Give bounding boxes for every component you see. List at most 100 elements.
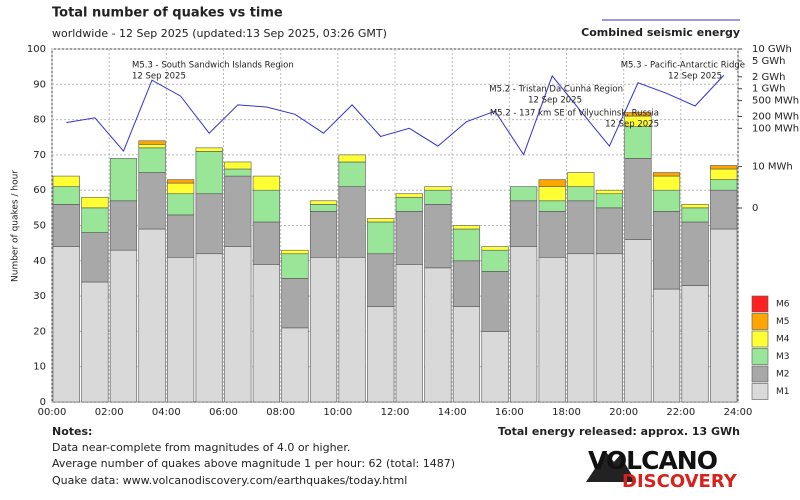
bar-segment xyxy=(252,175,280,191)
bar-segment xyxy=(309,200,338,205)
y-tick-label: 30 xyxy=(33,291,46,302)
bar-segment xyxy=(624,239,652,403)
bar-segment xyxy=(281,327,309,403)
bar-segment xyxy=(481,246,509,251)
bar-segment xyxy=(452,225,481,230)
bar-segment xyxy=(109,200,138,251)
bar-segment xyxy=(367,306,395,403)
y-tick-label: 60 xyxy=(33,185,46,196)
y-tick-label: 0 xyxy=(40,397,46,408)
x-tick-label: 10:00 xyxy=(323,407,352,418)
bar-segment xyxy=(167,256,195,403)
logo-text: VOLCANO xyxy=(588,446,717,475)
bar-segment xyxy=(624,112,652,117)
bar-segment xyxy=(567,186,595,202)
bar-segment xyxy=(167,179,195,184)
bar-segment xyxy=(452,228,481,262)
y-tick-label: 70 xyxy=(33,150,46,161)
total-energy: Total energy released: approx. 13 GWh xyxy=(498,425,740,438)
bar-segment xyxy=(252,189,280,223)
x-tick-label: 16:00 xyxy=(495,407,524,418)
bar-segment xyxy=(567,200,595,255)
bar-segment xyxy=(138,172,166,230)
bar-segment xyxy=(424,204,452,269)
bar-segment xyxy=(624,158,652,240)
bar-segment xyxy=(567,172,595,187)
bar-segment xyxy=(595,193,623,209)
bar-segment xyxy=(652,211,681,290)
bar-segment xyxy=(652,172,681,177)
annotation: 12 Sep 2025 xyxy=(528,96,582,106)
bar-segment xyxy=(167,193,195,216)
bar-segment xyxy=(652,189,681,212)
bar-segment xyxy=(167,182,195,195)
bar-segment xyxy=(481,271,509,332)
bar-segment xyxy=(567,253,595,403)
bar-segment xyxy=(109,158,138,202)
annotation: M5.3 - Pacific-Antarctic Ridge xyxy=(621,61,745,71)
bar-segment xyxy=(681,285,709,403)
bar-segment xyxy=(395,211,423,265)
bar-segment xyxy=(481,249,509,272)
bar-segment xyxy=(195,147,223,152)
bar-segment xyxy=(681,207,709,223)
bar-segment xyxy=(195,193,223,255)
legend-swatch xyxy=(751,365,769,383)
legend-label: M6 xyxy=(776,300,790,310)
bar-segment xyxy=(452,260,481,307)
bar-segment xyxy=(652,175,681,191)
bar-segment xyxy=(367,218,395,223)
x-tick-label: 18:00 xyxy=(552,407,581,418)
bar-segment xyxy=(538,186,566,202)
bar-segment xyxy=(595,207,623,255)
bar-segment xyxy=(52,175,80,187)
y-tick-label: 10 xyxy=(33,362,46,373)
bar-segment xyxy=(338,186,366,258)
bar-segment xyxy=(281,278,309,329)
bar-segment xyxy=(424,186,452,191)
x-tick-label: 12:00 xyxy=(381,407,410,418)
bar-segment xyxy=(309,211,338,258)
chart-subtitle: worldwide - 12 Sep 2025 (updated:13 Sep … xyxy=(52,27,387,40)
bar-segment xyxy=(281,249,309,255)
note: Data near-complete from magnitudes of 4.… xyxy=(52,441,350,454)
bar-segment xyxy=(452,306,481,403)
bar-segment xyxy=(52,186,80,205)
x-tick-label: 08:00 xyxy=(266,407,295,418)
bar-segment xyxy=(538,179,566,187)
y2-tick-label: 200 MWh xyxy=(752,111,799,122)
y2-tick-label: 0 xyxy=(752,203,758,214)
bar-segment xyxy=(424,267,452,403)
bar-segment xyxy=(281,253,309,279)
logo-text: DISCOVERY xyxy=(622,471,738,492)
bar-segment xyxy=(109,249,138,403)
bar-segment xyxy=(52,246,80,403)
y-tick-label: 90 xyxy=(33,79,46,90)
bar-segment xyxy=(138,140,166,145)
bar-segment xyxy=(138,228,166,403)
legend-label: M4 xyxy=(776,335,790,345)
annotation: M5.3 - South Sandwich Islands Region xyxy=(132,61,294,71)
bar-segment xyxy=(710,179,738,191)
bar-segment xyxy=(309,204,338,212)
chart-title: Total number of quakes vs time xyxy=(52,6,283,21)
bar-segment xyxy=(338,154,366,163)
y2-tick-label: 5 GWh xyxy=(752,56,786,67)
x-tick-label: 14:00 xyxy=(438,407,467,418)
x-tick-label: 22:00 xyxy=(666,407,695,418)
annotation: 12 Sep 2025 xyxy=(605,120,659,130)
x-tick-label: 00:00 xyxy=(38,407,67,418)
x-tick-label: 20:00 xyxy=(609,407,638,418)
bar-segment xyxy=(481,331,509,403)
y-tick-label: 50 xyxy=(33,221,46,232)
bar-segment xyxy=(367,221,395,255)
legend-label: M5 xyxy=(776,317,790,327)
bar-segment xyxy=(195,253,223,403)
y2-tick-label: 10 GWh xyxy=(752,44,792,55)
annotation: 12 Sep 2025 xyxy=(132,72,186,82)
y-tick-label: 80 xyxy=(33,115,46,126)
bar-segment xyxy=(510,246,538,403)
bar-segment xyxy=(395,264,423,403)
bar-segment xyxy=(538,200,566,212)
